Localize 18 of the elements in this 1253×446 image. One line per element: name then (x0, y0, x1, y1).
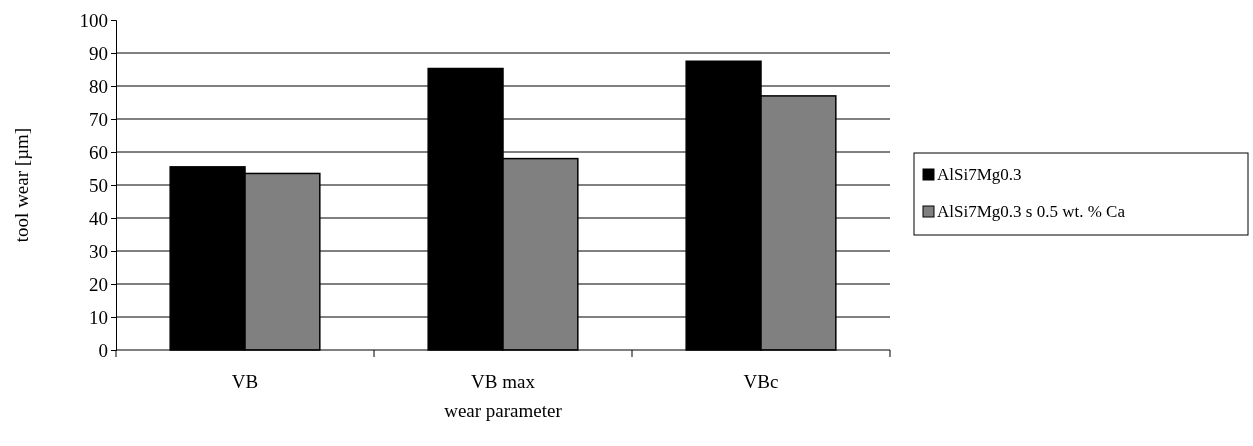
y-tick-label: 100 (79, 9, 108, 31)
x-tick-label: VB max (471, 371, 536, 392)
y-tick-label: 60 (89, 141, 108, 163)
y-tick-label: 80 (89, 75, 108, 97)
y-tick-label: 0 (98, 339, 108, 361)
y-tick-label: 20 (89, 273, 108, 295)
legend-label: AlSi7Mg0.3 s 0.5 wt. % Ca (937, 202, 1126, 221)
x-tick-label: VBc (743, 371, 779, 392)
y-tick-label: 90 (89, 42, 108, 64)
y-tick-label: 10 (89, 306, 108, 328)
y-axis-title: tool wear [µm] (11, 127, 32, 243)
legend-label: AlSi7Mg0.3 (937, 165, 1022, 184)
y-tick-label: 40 (89, 207, 108, 229)
y-tick-label: 70 (89, 108, 108, 130)
x-axis-title: wear parameter (444, 400, 563, 421)
x-tick-label: VB (231, 371, 259, 392)
y-tick-label: 50 (89, 174, 108, 196)
y-tick-label: 30 (89, 240, 108, 262)
